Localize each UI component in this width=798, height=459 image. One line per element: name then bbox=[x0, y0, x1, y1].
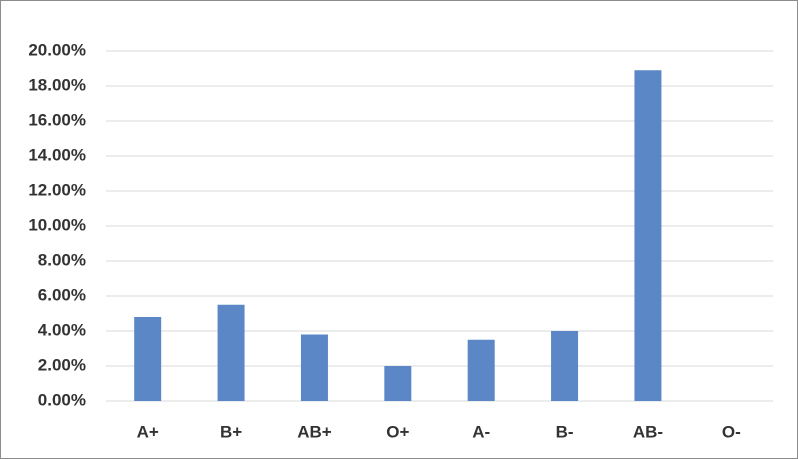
bar bbox=[384, 366, 412, 401]
x-tick-label: B+ bbox=[220, 422, 242, 441]
x-tick-label: AB- bbox=[633, 422, 663, 441]
y-tick-label: 2.00% bbox=[38, 355, 86, 374]
x-tick-label: O- bbox=[722, 422, 741, 441]
y-tick-label: 16.00% bbox=[28, 110, 86, 129]
y-tick-label: 18.00% bbox=[28, 75, 86, 94]
bar bbox=[467, 339, 495, 401]
y-tick-label: 0.00% bbox=[38, 390, 86, 409]
x-tick-label: B- bbox=[556, 422, 574, 441]
x-tick-label: A- bbox=[472, 422, 490, 441]
y-tick-label: 12.00% bbox=[28, 180, 86, 199]
y-tick-label: 14.00% bbox=[28, 145, 86, 164]
y-tick-label: 20.00% bbox=[28, 40, 86, 59]
y-tick-label: 8.00% bbox=[38, 250, 86, 269]
x-tick-label: A+ bbox=[137, 422, 159, 441]
y-tick-label: 10.00% bbox=[28, 215, 86, 234]
bar bbox=[634, 70, 662, 401]
bar bbox=[300, 334, 328, 401]
bar bbox=[134, 317, 162, 401]
bar bbox=[551, 331, 579, 401]
x-tick-label: AB+ bbox=[297, 422, 332, 441]
y-tick-label: 4.00% bbox=[38, 320, 86, 339]
y-tick-label: 6.00% bbox=[38, 285, 86, 304]
x-tick-label: O+ bbox=[386, 422, 409, 441]
bar bbox=[217, 304, 245, 401]
